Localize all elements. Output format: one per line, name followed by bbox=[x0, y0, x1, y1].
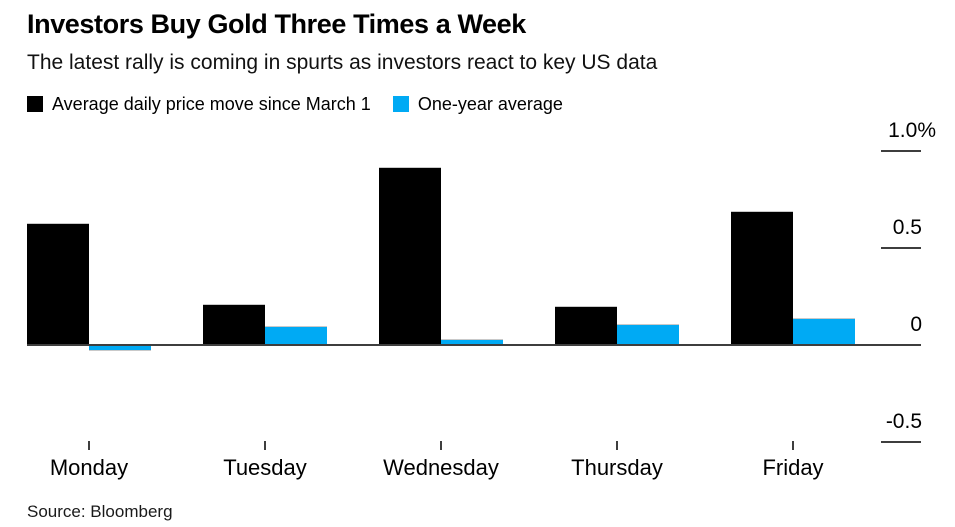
x-tick-line bbox=[264, 441, 266, 450]
bar-wednesday-series1 bbox=[441, 339, 503, 345]
bar-monday-series1 bbox=[89, 345, 151, 351]
x-tick-line bbox=[792, 441, 794, 450]
bar-monday-series0 bbox=[27, 223, 89, 345]
legend-swatch-icon bbox=[392, 96, 409, 112]
x-category-label: Tuesday bbox=[223, 455, 307, 480]
x-tick-line bbox=[440, 441, 442, 450]
x-category-label: Thursday bbox=[571, 455, 663, 480]
bar-tuesday-series1 bbox=[265, 326, 327, 345]
source-note: Source: Bloomberg bbox=[27, 502, 173, 521]
x-tick-line bbox=[616, 441, 618, 450]
x-axis-baseline bbox=[27, 344, 921, 346]
y-tick-line bbox=[881, 441, 921, 443]
x-category-label: Monday bbox=[49, 455, 129, 480]
legend-label: Average daily price move since March 1 bbox=[52, 93, 371, 114]
y-tick-line bbox=[881, 150, 921, 152]
bar-tuesday-series0 bbox=[203, 304, 265, 345]
y-tick-label: -0.5 bbox=[885, 410, 922, 433]
legend-item-1: One-year average bbox=[392, 93, 563, 115]
x-category-label: Friday bbox=[762, 455, 824, 480]
chart-title: Investors Buy Gold Three Times a Week bbox=[27, 9, 526, 39]
legend-label: One-year average bbox=[417, 93, 563, 114]
bar-thursday-series1 bbox=[617, 324, 679, 345]
y-tick-label: 1.0% bbox=[888, 119, 936, 142]
chart-subtitle: The latest rally is coming in spurts as … bbox=[27, 51, 658, 74]
y-tick-line bbox=[881, 247, 921, 249]
legend-item-0: Average daily price move since March 1 bbox=[27, 94, 371, 115]
bar-friday-series1 bbox=[793, 318, 855, 345]
x-category-label: Wednesday bbox=[383, 455, 499, 480]
chart-legend: Average daily price move since March 1 On… bbox=[27, 94, 563, 114]
y-tick-label: 0.5 bbox=[892, 216, 922, 239]
bar-wednesday-series0 bbox=[379, 167, 441, 345]
bar-friday-series0 bbox=[731, 211, 793, 345]
legend-swatch-icon bbox=[27, 96, 43, 112]
bar-thursday-series0 bbox=[555, 306, 617, 345]
x-tick-line bbox=[88, 441, 90, 450]
y-tick-label: 0 bbox=[910, 313, 922, 336]
